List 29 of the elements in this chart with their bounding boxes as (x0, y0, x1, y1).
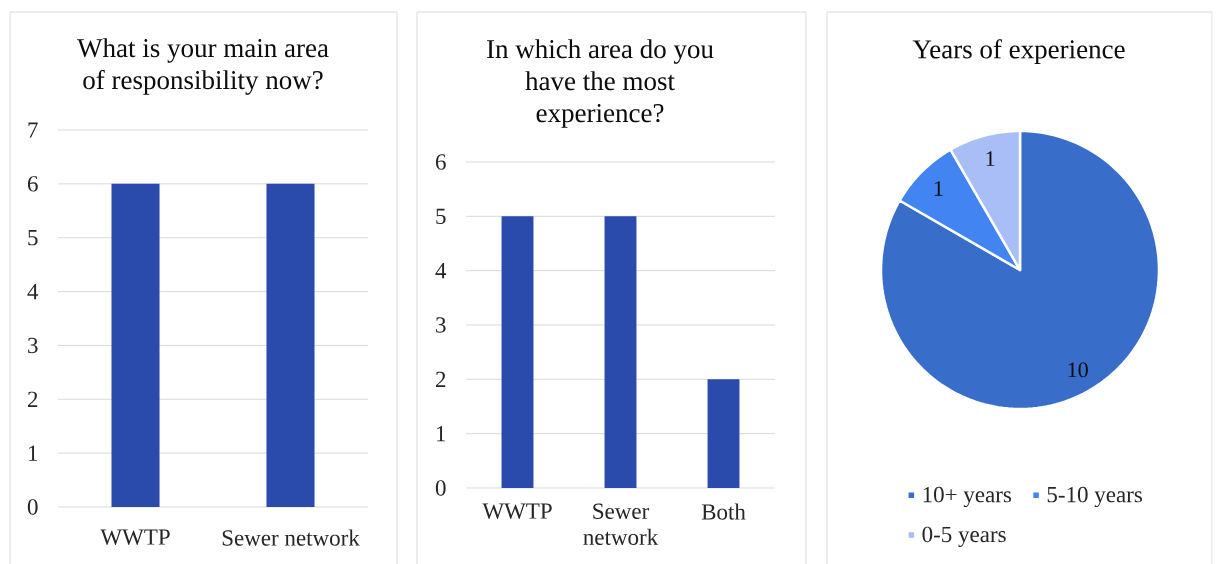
data-label: 10 (1068, 362, 1088, 378)
chart-title: Years of experience (912, 39, 1125, 64)
x-tick-label: WWTP (482, 503, 552, 519)
y-tick-label: 4 (27, 283, 39, 300)
legend-label: 0-5 years (922, 526, 1006, 547)
chart-title: What is your main area of responsibility now? (77, 38, 329, 95)
data-label: 1 (986, 151, 995, 166)
x-tick-label: Both (701, 503, 746, 520)
y-tick-label: 2 (27, 391, 38, 407)
data-label: 1 (934, 181, 943, 196)
x-tick-label: Sewer network (583, 503, 659, 545)
y-tick-label: 5 (28, 230, 38, 246)
y-tick-label: 3 (28, 337, 38, 354)
y-tick-label: 6 (27, 176, 38, 192)
y-tick-label: 1 (29, 445, 38, 461)
y-tick-label: 1 (437, 426, 446, 442)
legend-label: 10+ years (923, 486, 1012, 508)
y-tick-label: 0 (435, 480, 446, 496)
y-tick-label: 5 (436, 208, 446, 224)
y-tick-label: 6 (435, 154, 446, 170)
y-tick-label: 0 (27, 499, 38, 515)
y-tick-label: 3 (436, 317, 446, 333)
y-tick-label: 7 (28, 122, 38, 138)
x-tick-label: WWTP (100, 529, 170, 545)
y-tick-label: 4 (435, 263, 447, 279)
y-tick-label: 2 (435, 371, 446, 387)
chart-title: In which area do you have the most experience? (487, 39, 714, 128)
x-tick-label: Sewer network (222, 529, 360, 546)
legend-label: 5-10 years (1047, 486, 1142, 508)
